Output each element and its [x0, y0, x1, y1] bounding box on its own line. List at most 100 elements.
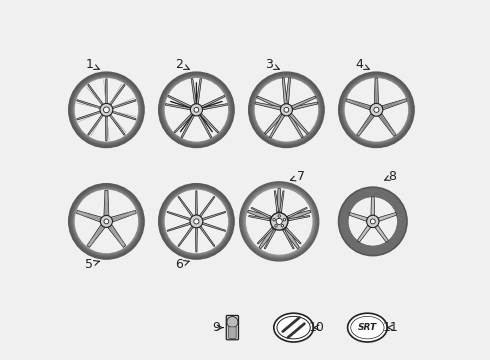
Polygon shape: [196, 191, 197, 215]
Circle shape: [109, 219, 111, 221]
Polygon shape: [111, 210, 136, 222]
Circle shape: [190, 215, 203, 228]
Ellipse shape: [277, 316, 310, 339]
Circle shape: [227, 316, 238, 328]
Text: 2: 2: [175, 58, 189, 71]
Circle shape: [276, 219, 282, 224]
Circle shape: [196, 105, 197, 107]
Polygon shape: [283, 229, 294, 249]
Polygon shape: [255, 102, 281, 110]
Polygon shape: [346, 99, 371, 110]
Polygon shape: [374, 78, 378, 103]
Polygon shape: [270, 114, 285, 138]
Circle shape: [103, 224, 105, 225]
Circle shape: [273, 219, 275, 221]
Circle shape: [374, 224, 376, 225]
Circle shape: [373, 112, 375, 114]
Polygon shape: [247, 210, 271, 221]
Text: 11: 11: [383, 321, 399, 334]
Polygon shape: [199, 196, 215, 217]
Circle shape: [103, 107, 109, 113]
Polygon shape: [249, 216, 270, 221]
Polygon shape: [77, 111, 100, 120]
Ellipse shape: [347, 313, 387, 342]
Circle shape: [281, 225, 284, 227]
Circle shape: [109, 108, 111, 109]
Text: 9: 9: [212, 321, 223, 334]
Circle shape: [372, 216, 374, 218]
Circle shape: [375, 105, 377, 107]
Polygon shape: [171, 101, 191, 108]
Circle shape: [290, 108, 291, 109]
Circle shape: [105, 105, 107, 107]
Polygon shape: [112, 111, 136, 120]
Polygon shape: [77, 100, 100, 109]
Polygon shape: [292, 102, 318, 110]
Text: 1: 1: [86, 58, 99, 71]
Ellipse shape: [351, 316, 384, 339]
Polygon shape: [76, 210, 101, 222]
Circle shape: [370, 219, 375, 224]
Polygon shape: [105, 116, 107, 141]
Polygon shape: [202, 211, 226, 220]
Polygon shape: [196, 78, 201, 104]
Circle shape: [371, 108, 373, 109]
Polygon shape: [280, 191, 284, 212]
Polygon shape: [287, 210, 311, 221]
Polygon shape: [87, 225, 105, 247]
Circle shape: [199, 219, 201, 221]
Text: 7: 7: [291, 170, 305, 183]
Polygon shape: [105, 79, 107, 103]
Polygon shape: [357, 225, 371, 242]
Polygon shape: [378, 114, 396, 136]
Circle shape: [198, 112, 199, 114]
Text: SRT: SRT: [358, 323, 377, 332]
Polygon shape: [274, 191, 279, 212]
Polygon shape: [178, 226, 194, 247]
Polygon shape: [168, 95, 192, 108]
Polygon shape: [88, 84, 103, 105]
Polygon shape: [202, 101, 222, 108]
Polygon shape: [375, 225, 389, 242]
Circle shape: [193, 112, 195, 114]
Polygon shape: [112, 100, 136, 109]
Text: 3: 3: [266, 58, 279, 71]
Polygon shape: [382, 99, 407, 110]
Polygon shape: [167, 211, 191, 220]
Circle shape: [284, 107, 289, 112]
Polygon shape: [282, 78, 287, 104]
FancyBboxPatch shape: [226, 315, 239, 340]
Circle shape: [286, 105, 287, 107]
Polygon shape: [191, 78, 196, 104]
Polygon shape: [198, 114, 212, 138]
Polygon shape: [289, 216, 310, 221]
Polygon shape: [287, 207, 307, 218]
Circle shape: [278, 215, 280, 217]
Circle shape: [104, 219, 109, 224]
Circle shape: [100, 103, 113, 116]
Polygon shape: [109, 114, 125, 135]
Circle shape: [102, 219, 103, 221]
Polygon shape: [264, 113, 284, 134]
Circle shape: [192, 219, 193, 221]
Circle shape: [378, 112, 380, 114]
Polygon shape: [282, 227, 299, 249]
Circle shape: [100, 215, 112, 228]
Text: 8: 8: [385, 170, 396, 183]
Circle shape: [282, 108, 283, 109]
Circle shape: [199, 108, 201, 109]
Polygon shape: [199, 226, 215, 247]
Circle shape: [194, 107, 199, 112]
Polygon shape: [178, 196, 194, 217]
Circle shape: [380, 108, 381, 109]
Polygon shape: [349, 212, 368, 221]
Circle shape: [108, 112, 109, 114]
Polygon shape: [285, 228, 301, 244]
Circle shape: [283, 112, 285, 114]
Circle shape: [368, 219, 370, 221]
Circle shape: [102, 108, 103, 109]
Circle shape: [376, 219, 377, 221]
Circle shape: [190, 104, 202, 116]
Polygon shape: [371, 197, 375, 215]
Text: 4: 4: [356, 58, 369, 71]
